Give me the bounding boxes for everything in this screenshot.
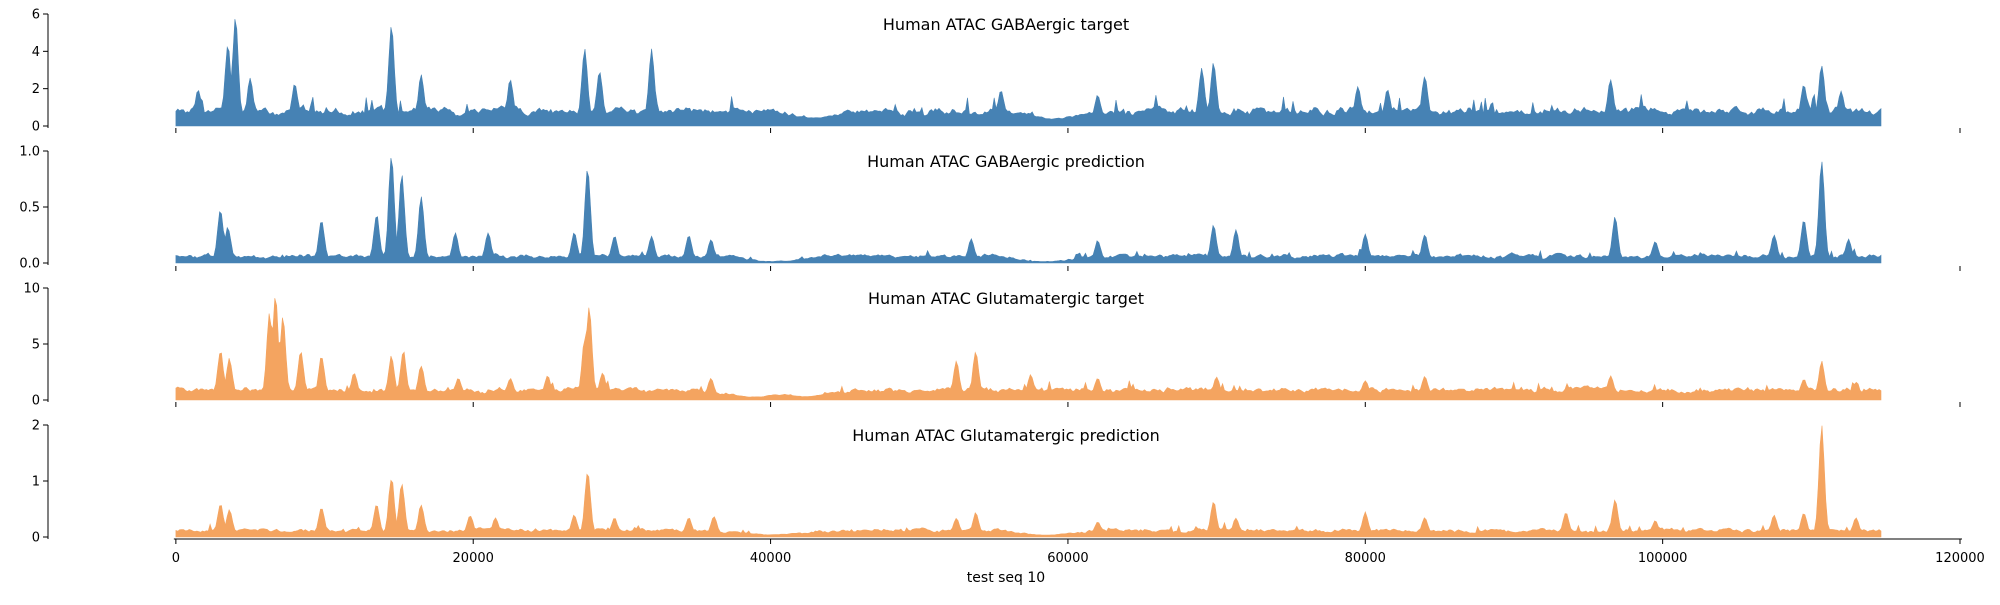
x-tick-label: 40000: [750, 551, 791, 566]
y-tick-label: 5: [32, 338, 40, 353]
panel-gabaergic-target: Human ATAC GABAergic target 0 2 4 6: [32, 8, 1961, 135]
x-axis-label: test seq 10: [967, 570, 1045, 586]
panel-gabaergic-prediction: Human ATAC GABAergic prediction 0.0 0.5 1.…: [19, 145, 1961, 272]
x-tick-label: 120000: [1935, 551, 1985, 566]
y-tick-label: 1.0: [19, 145, 40, 160]
panel-glutamatergic-prediction: Human ATAC Glutamatergic prediction 0120…: [32, 419, 1985, 567]
y-tick-label: 0.0: [19, 257, 40, 272]
x-tick-label: 20000: [453, 551, 494, 566]
series-area: [175, 298, 1882, 401]
panel-glutamatergic-target: Human ATAC Glutamatergic target 0 5 10: [23, 282, 1961, 409]
y-tick-label: 2: [32, 419, 40, 434]
x-tick-label: 0: [172, 551, 180, 566]
y-tick-label: 4: [32, 45, 40, 60]
panel-title: Human ATAC GABAergic target: [883, 15, 1129, 34]
y-tick-label: 0: [32, 531, 40, 546]
y-tick-label: 0.5: [19, 201, 40, 216]
panel-title: Human ATAC Glutamatergic prediction: [852, 426, 1160, 445]
x-tick-label: 100000: [1638, 551, 1688, 566]
x-tick-label: 80000: [1345, 551, 1386, 566]
y-tick-label: 2: [32, 82, 40, 97]
y-tick-label: 0: [32, 394, 40, 409]
series-area: [175, 19, 1882, 127]
y-tick-label: 6: [32, 8, 40, 23]
panel-title: Human ATAC GABAergic prediction: [867, 152, 1145, 171]
series-area: [175, 158, 1882, 264]
y-tick-label: 10: [23, 282, 40, 297]
y-tick-label: 1: [32, 475, 40, 490]
series-area: [175, 425, 1882, 538]
panel-title: Human ATAC Glutamatergic target: [868, 289, 1144, 308]
y-tick-label: 0: [32, 120, 40, 135]
x-tick-label: 60000: [1047, 551, 1088, 566]
